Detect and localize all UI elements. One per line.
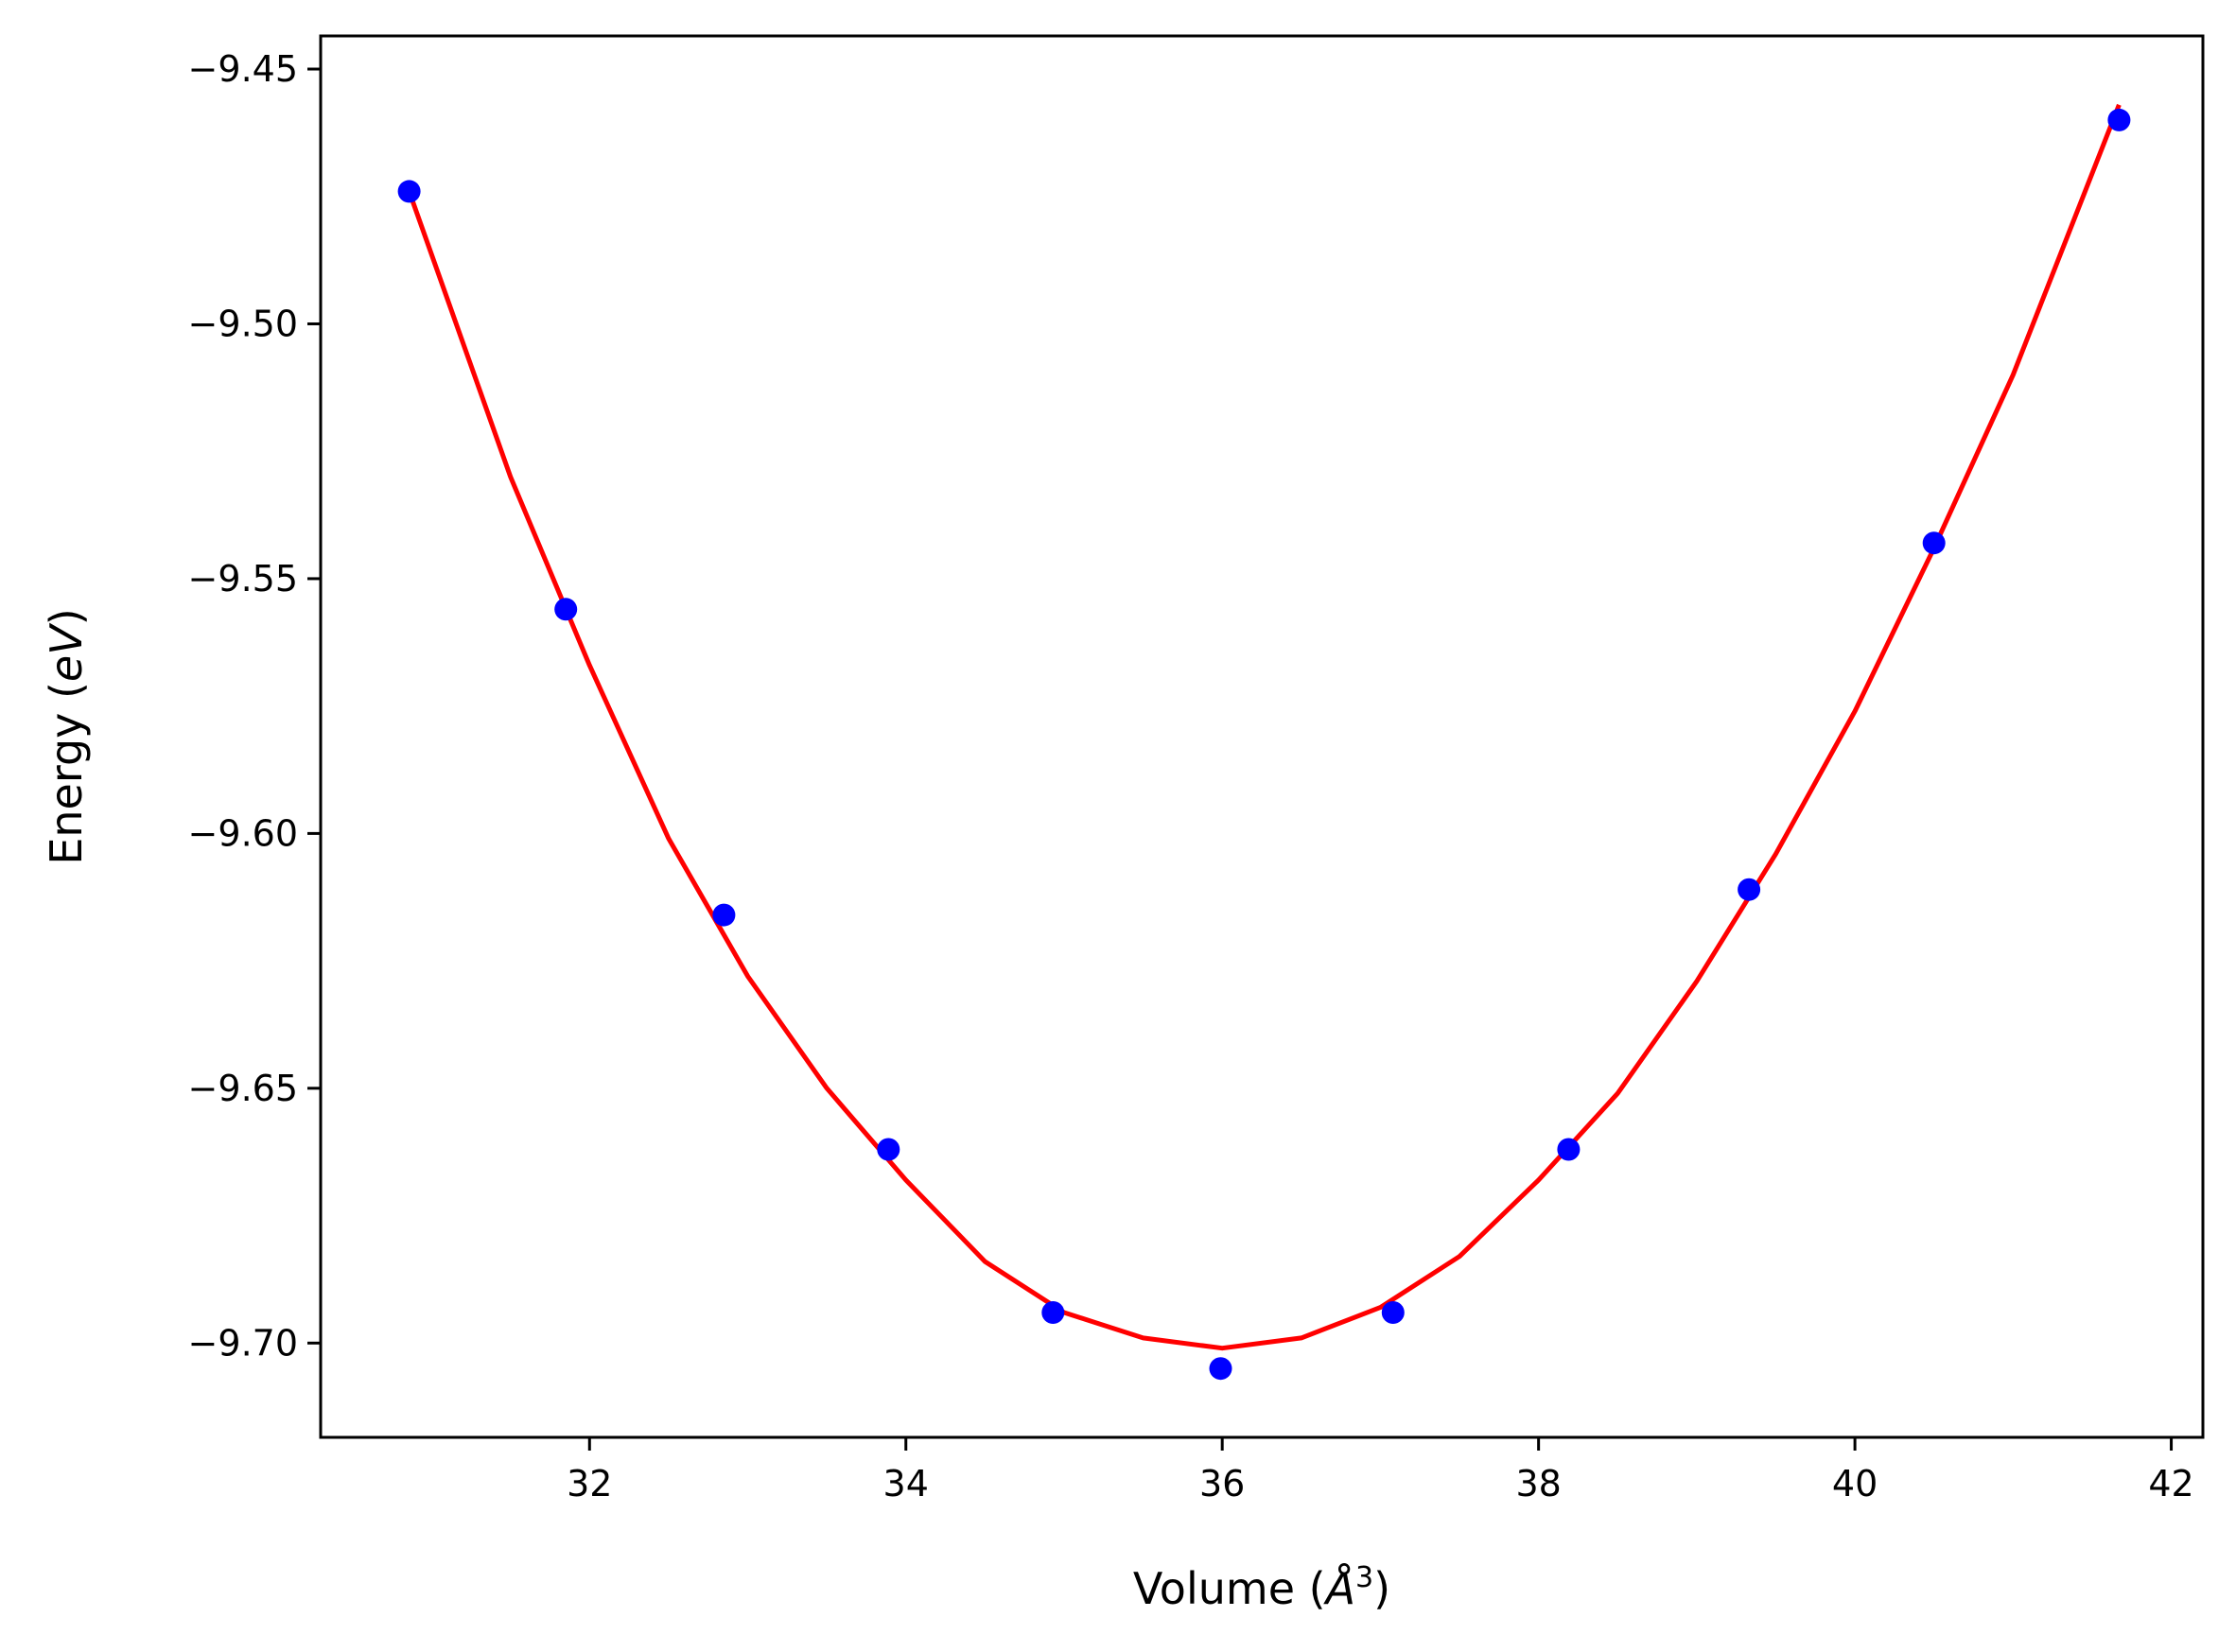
fit-curve-layer [407,103,2122,1351]
data-point [1922,531,1946,555]
plot-frame [319,34,2205,1439]
plot-area [321,36,2203,1437]
y-tick-label: −9.70 [188,1322,298,1364]
x-tick-label: 36 [1199,1463,1245,1504]
data-point [554,598,578,621]
y-tick-label: −9.60 [188,812,298,854]
data-point [1738,878,1761,901]
x-axis-ticks: 32 34 36 38 40 42 [567,1437,2194,1504]
data-point [1041,1301,1065,1324]
y-tick-label: −9.65 [188,1068,298,1109]
data-point [712,903,736,927]
data-point [877,1138,900,1161]
x-axis-label-prefix: Volume ( [1133,1563,1326,1614]
y-tick-label: −9.45 [188,48,298,90]
data-point [397,180,421,203]
x-axis-label: Volume (Å3) [1133,1561,1390,1614]
data-point [1381,1301,1405,1324]
y-axis-ticks: −9.45 −9.50 −9.55 −9.60 −9.65 −9.70 [188,48,321,1364]
x-axis-label-exponent: 3 [1355,1561,1373,1594]
x-axis-label-unit: Å [1323,1563,1355,1614]
x-tick-label: 34 [883,1463,929,1504]
y-axis-label: Energy (eV) [41,608,92,864]
fit-curve [407,103,2122,1351]
y-tick-label: −9.50 [188,303,298,344]
x-tick-label: 40 [1832,1463,1878,1504]
y-axis-label-unit: eV [41,622,92,682]
y-tick-label: −9.55 [188,558,298,600]
x-axis-label-suffix: ) [1373,1563,1390,1614]
data-point [2107,108,2131,131]
x-tick-label: 42 [2148,1463,2193,1504]
y-axis-label-prefix: Energy ( [41,682,92,865]
data-point [1209,1357,1232,1381]
x-tick-label: 32 [567,1463,612,1504]
x-tick-label: 38 [1515,1463,1561,1504]
data-point [1557,1138,1581,1161]
y-axis-label-suffix: ) [41,608,92,625]
data-points-layer [397,108,2131,1381]
